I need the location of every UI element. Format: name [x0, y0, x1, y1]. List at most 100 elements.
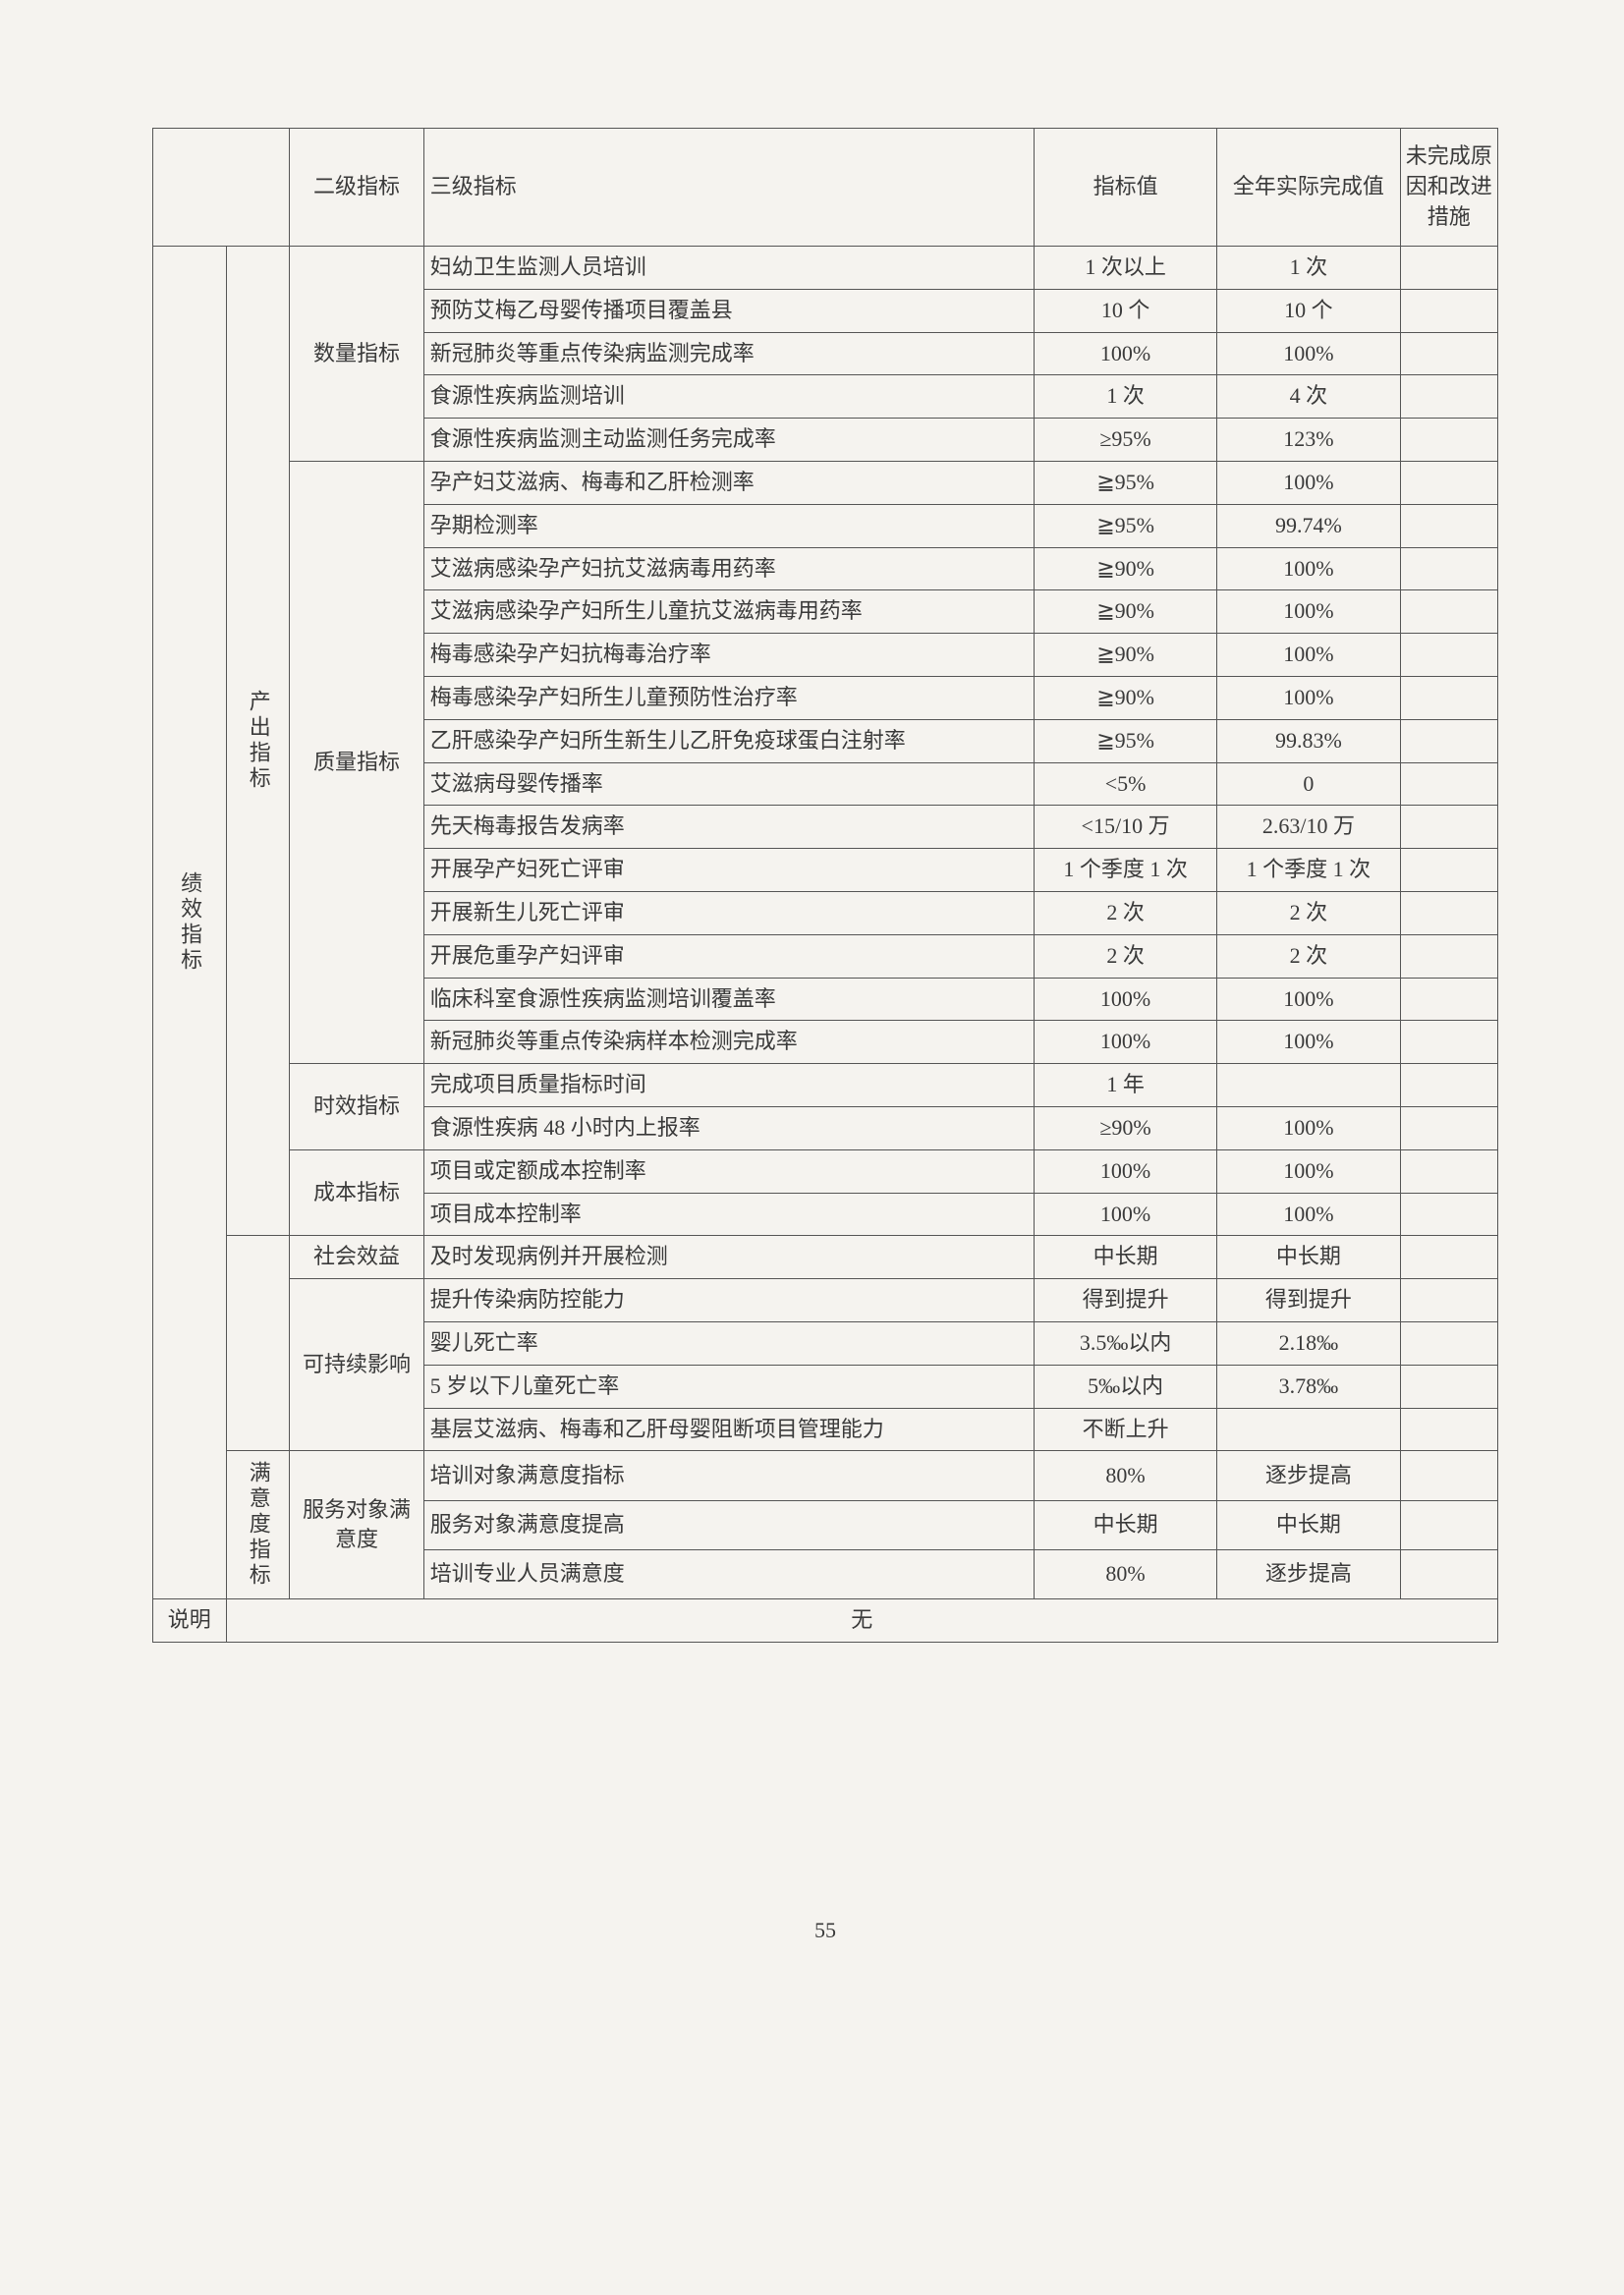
level3-indicator: 新冠肺炎等重点传染病样本检测完成率: [423, 1021, 1034, 1064]
actual-value: 0: [1217, 762, 1400, 806]
reason-cell: [1400, 1549, 1497, 1598]
actual-value: 100%: [1217, 1193, 1400, 1236]
level3-indicator: 艾滋病母婴传播率: [423, 762, 1034, 806]
reason-cell: [1400, 806, 1497, 849]
actual-value: 逐步提高: [1217, 1451, 1400, 1500]
reason-cell: [1400, 461, 1497, 504]
level2-indicator: 可持续影响: [290, 1279, 424, 1451]
reason-cell: [1400, 1236, 1497, 1279]
target-value: ≥90%: [1034, 1106, 1216, 1149]
level3-indicator: 妇幼卫生监测人员培训: [423, 247, 1034, 290]
level3-indicator: 梅毒感染孕产妇所生儿童预防性治疗率: [423, 676, 1034, 719]
reason-cell: [1400, 547, 1497, 590]
reason-cell: [1400, 1321, 1497, 1365]
level3-indicator: 培训对象满意度指标: [423, 1451, 1034, 1500]
group-label: [226, 1236, 290, 1451]
actual-value: 2 次: [1217, 891, 1400, 934]
actual-value: [1217, 1064, 1400, 1107]
target-value: 100%: [1034, 1149, 1216, 1193]
reason-cell: [1400, 419, 1497, 462]
table-row: 绩效指标产出指标数量指标妇幼卫生监测人员培训1 次以上1 次: [153, 247, 1498, 290]
target-value: 2 次: [1034, 891, 1216, 934]
actual-value: 100%: [1217, 547, 1400, 590]
footer-value: 无: [226, 1599, 1497, 1643]
level3-indicator: 开展危重孕产妇评审: [423, 934, 1034, 978]
reason-cell: [1400, 676, 1497, 719]
target-value: ≧90%: [1034, 634, 1216, 677]
actual-value: 1 个季度 1 次: [1217, 849, 1400, 892]
level3-indicator: 孕期检测率: [423, 504, 1034, 547]
actual-value: 100%: [1217, 1106, 1400, 1149]
actual-value: 123%: [1217, 419, 1400, 462]
target-value: 得到提升: [1034, 1279, 1216, 1322]
actual-value: 100%: [1217, 978, 1400, 1021]
target-value: 1 次以上: [1034, 247, 1216, 290]
level3-indicator: 开展孕产妇死亡评审: [423, 849, 1034, 892]
target-value: 中长期: [1034, 1500, 1216, 1549]
actual-value: 中长期: [1217, 1236, 1400, 1279]
actual-value: 100%: [1217, 332, 1400, 375]
reason-cell: [1400, 247, 1497, 290]
level3-indicator: 婴儿死亡率: [423, 1321, 1034, 1365]
reason-cell: [1400, 1106, 1497, 1149]
reason-cell: [1400, 934, 1497, 978]
level2-indicator: 成本指标: [290, 1149, 424, 1236]
actual-value: [1217, 1408, 1400, 1451]
actual-value: 1 次: [1217, 247, 1400, 290]
actual-value: 得到提升: [1217, 1279, 1400, 1322]
level3-indicator: 服务对象满意度提高: [423, 1500, 1034, 1549]
header-level2: 二级指标: [290, 129, 424, 247]
header-level3: 三级指标: [423, 129, 1034, 247]
target-value: 100%: [1034, 1193, 1216, 1236]
actual-value: 100%: [1217, 1149, 1400, 1193]
table-row: 可持续影响提升传染病防控能力得到提升得到提升: [153, 1279, 1498, 1322]
target-value: 10 个: [1034, 289, 1216, 332]
reason-cell: [1400, 590, 1497, 634]
level3-indicator: 新冠肺炎等重点传染病监测完成率: [423, 332, 1034, 375]
target-value: 80%: [1034, 1549, 1216, 1598]
actual-value: 中长期: [1217, 1500, 1400, 1549]
level3-indicator: 开展新生儿死亡评审: [423, 891, 1034, 934]
level3-indicator: 食源性疾病监测培训: [423, 375, 1034, 419]
level3-indicator: 食源性疾病监测主动监测任务完成率: [423, 419, 1034, 462]
actual-value: 10 个: [1217, 289, 1400, 332]
target-value: 中长期: [1034, 1236, 1216, 1279]
level3-indicator: 艾滋病感染孕产妇抗艾滋病毒用药率: [423, 547, 1034, 590]
reason-cell: [1400, 719, 1497, 762]
level3-indicator: 食源性疾病 48 小时内上报率: [423, 1106, 1034, 1149]
header-target: 指标值: [1034, 129, 1216, 247]
page-container: 二级指标三级指标指标值全年实际完成值未完成原因和改进措施绩效指标产出指标数量指标…: [152, 128, 1498, 1943]
target-value: ≥95%: [1034, 419, 1216, 462]
target-value: 80%: [1034, 1451, 1216, 1500]
level3-indicator: 及时发现病例并开展检测: [423, 1236, 1034, 1279]
table-row: 满意度指标服务对象满意度培训对象满意度指标80%逐步提高: [153, 1451, 1498, 1500]
target-value: ≧90%: [1034, 547, 1216, 590]
reason-cell: [1400, 332, 1497, 375]
level3-indicator: 艾滋病感染孕产妇所生儿童抗艾滋病毒用药率: [423, 590, 1034, 634]
level3-indicator: 基层艾滋病、梅毒和乙肝母婴阻断项目管理能力: [423, 1408, 1034, 1451]
target-value: ≧90%: [1034, 676, 1216, 719]
level3-indicator: 提升传染病防控能力: [423, 1279, 1034, 1322]
footer-label: 说明: [153, 1599, 227, 1643]
level2-indicator: 社会效益: [290, 1236, 424, 1279]
reason-cell: [1400, 289, 1497, 332]
level3-indicator: 完成项目质量指标时间: [423, 1064, 1034, 1107]
actual-value: 2 次: [1217, 934, 1400, 978]
level3-indicator: 项目或定额成本控制率: [423, 1149, 1034, 1193]
actual-value: 99.83%: [1217, 719, 1400, 762]
reason-cell: [1400, 1451, 1497, 1500]
target-value: 100%: [1034, 978, 1216, 1021]
target-value: 100%: [1034, 332, 1216, 375]
target-value: ≧95%: [1034, 504, 1216, 547]
actual-value: 3.78‰: [1217, 1365, 1400, 1408]
actual-value: 逐步提高: [1217, 1549, 1400, 1598]
reason-cell: [1400, 1279, 1497, 1322]
actual-value: 100%: [1217, 634, 1400, 677]
level3-indicator: 孕产妇艾滋病、梅毒和乙肝检测率: [423, 461, 1034, 504]
actual-value: 100%: [1217, 461, 1400, 504]
reason-cell: [1400, 634, 1497, 677]
level3-indicator: 梅毒感染孕产妇抗梅毒治疗率: [423, 634, 1034, 677]
table-row: 成本指标项目或定额成本控制率100%100%: [153, 1149, 1498, 1193]
actual-value: 100%: [1217, 1021, 1400, 1064]
target-value: 5‰以内: [1034, 1365, 1216, 1408]
